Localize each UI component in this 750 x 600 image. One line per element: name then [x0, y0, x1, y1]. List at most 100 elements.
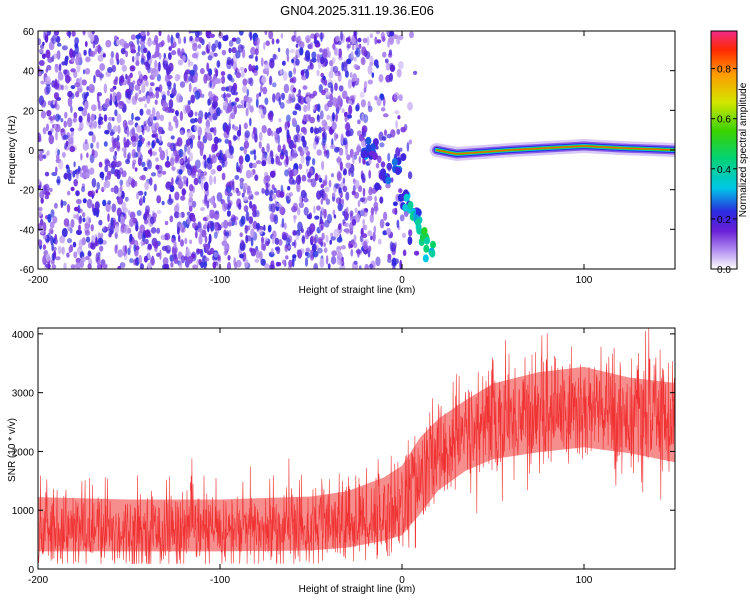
- heatmap-cell: [294, 36, 301, 41]
- heatmap-cell: [293, 214, 296, 224]
- heatmap-cell: [145, 119, 148, 126]
- heatmap-cell: [209, 33, 215, 38]
- heatmap-cell: [58, 160, 64, 170]
- heatmap-cell: [72, 170, 76, 178]
- heatmap-cell: [368, 188, 373, 195]
- heatmap-cell: [230, 78, 235, 83]
- heatmap-cell: [129, 211, 136, 220]
- heatmap-cell: [112, 154, 117, 161]
- heatmap-cell: [91, 178, 97, 188]
- heatmap-cell: [146, 40, 153, 46]
- heatmap-cell: [97, 54, 104, 62]
- heatmap-cell: [242, 85, 248, 93]
- heatmap-cell: [194, 111, 198, 117]
- heatmap-cell: [344, 222, 350, 228]
- heatmap-cell: [60, 118, 64, 123]
- heatmap-cell: [297, 135, 301, 143]
- heatmap-cell: [320, 224, 323, 231]
- heatmap-cell: [314, 215, 320, 220]
- heatmap-cell: [327, 263, 331, 269]
- heatmap-cell: [164, 220, 169, 226]
- heatmap-cell: [305, 247, 311, 253]
- heatmap-cell: [213, 176, 217, 185]
- heatmap-cell: [75, 91, 80, 98]
- heatmap-cell: [283, 83, 290, 94]
- heatmap-cell: [198, 235, 203, 245]
- heatmap-cell: [188, 184, 194, 192]
- heatmap-cell: [347, 79, 352, 89]
- heatmap-cell: [215, 68, 219, 77]
- heatmap-cell: [46, 123, 49, 132]
- heatmap-cell: [280, 33, 284, 39]
- heatmap-cell: [82, 198, 87, 204]
- heatmap-track-blob: [365, 144, 372, 153]
- heatmap-cell: [327, 50, 331, 58]
- heatmap-cell: [325, 255, 329, 265]
- heatmap-cell: [363, 80, 368, 90]
- heatmap-cell: [383, 211, 388, 221]
- heatmap-cell: [40, 80, 45, 85]
- heatmap-cell: [75, 56, 80, 66]
- heatmap-cell: [394, 207, 398, 215]
- heatmap-cell: [175, 202, 180, 213]
- heatmap-cell: [252, 162, 257, 169]
- heatmap-cell: [400, 126, 407, 133]
- heatmap-cell: [339, 161, 343, 171]
- heatmap-cell: [337, 72, 342, 82]
- heatmap-cell: [239, 66, 245, 72]
- heatmap-cell: [317, 247, 323, 254]
- heatmap-cell: [248, 223, 254, 228]
- heatmap-cell: [301, 135, 306, 143]
- heatmap-cell: [236, 166, 241, 173]
- heatmap-cell: [165, 181, 171, 191]
- heatmap-cell: [70, 264, 76, 269]
- heatmap-cell: [191, 52, 198, 59]
- heatmap-cell: [311, 51, 317, 60]
- heatmap-cell: [213, 202, 217, 209]
- heatmap-cell: [407, 101, 413, 111]
- heatmap-cell: [353, 38, 357, 45]
- heatmap-cell: [74, 37, 79, 45]
- heatmap-cell: [140, 57, 145, 65]
- heatmap-cell: [85, 236, 91, 243]
- heatmap-cell: [208, 115, 213, 121]
- heatmap-cell: [38, 206, 43, 212]
- heatmap-cell: [217, 41, 222, 50]
- heatmap-cell: [174, 191, 180, 201]
- heatmap-cell: [123, 43, 130, 49]
- heatmap-cell: [167, 198, 174, 205]
- heatmap-cell: [291, 58, 294, 64]
- heatmap-cell: [269, 59, 275, 69]
- heatmap-cell: [260, 258, 266, 266]
- heatmap-track-blob: [415, 208, 422, 217]
- heatmap-cell: [238, 155, 244, 165]
- heatmap-cell: [390, 177, 394, 183]
- heatmap-cell: [130, 135, 137, 142]
- heatmap-cell: [311, 243, 317, 252]
- heatmap-track-blob: [400, 153, 407, 162]
- heatmap-cell: [153, 241, 159, 249]
- heatmap-cell: [156, 138, 160, 144]
- heatmap-cell: [214, 261, 219, 266]
- heatmap-cell: [321, 232, 325, 240]
- heatmap-cell: [66, 238, 73, 244]
- heatmap-track-blob: [421, 227, 428, 235]
- heatmap-cell: [373, 59, 379, 67]
- heatmap-cell: [190, 118, 196, 124]
- heatmap-cell: [70, 186, 75, 192]
- heatmap-cell: [175, 118, 178, 129]
- heatmap-cell: [234, 220, 238, 226]
- heatmap-cell: [246, 185, 251, 194]
- heatmap-cell: [269, 264, 275, 269]
- heatmap-cell: [50, 209, 55, 218]
- heatmap-cell: [105, 39, 112, 48]
- heatmap-cell: [290, 93, 295, 99]
- heatmap-cell: [207, 55, 213, 61]
- heatmap-cell: [302, 120, 307, 125]
- heatmap-cell: [177, 37, 182, 45]
- heatmap-cell: [328, 179, 332, 188]
- x-tick-label: -200: [28, 275, 48, 286]
- heatmap-cell: [241, 192, 245, 198]
- heatmap-cell: [40, 110, 47, 119]
- heatmap-cell: [247, 77, 253, 85]
